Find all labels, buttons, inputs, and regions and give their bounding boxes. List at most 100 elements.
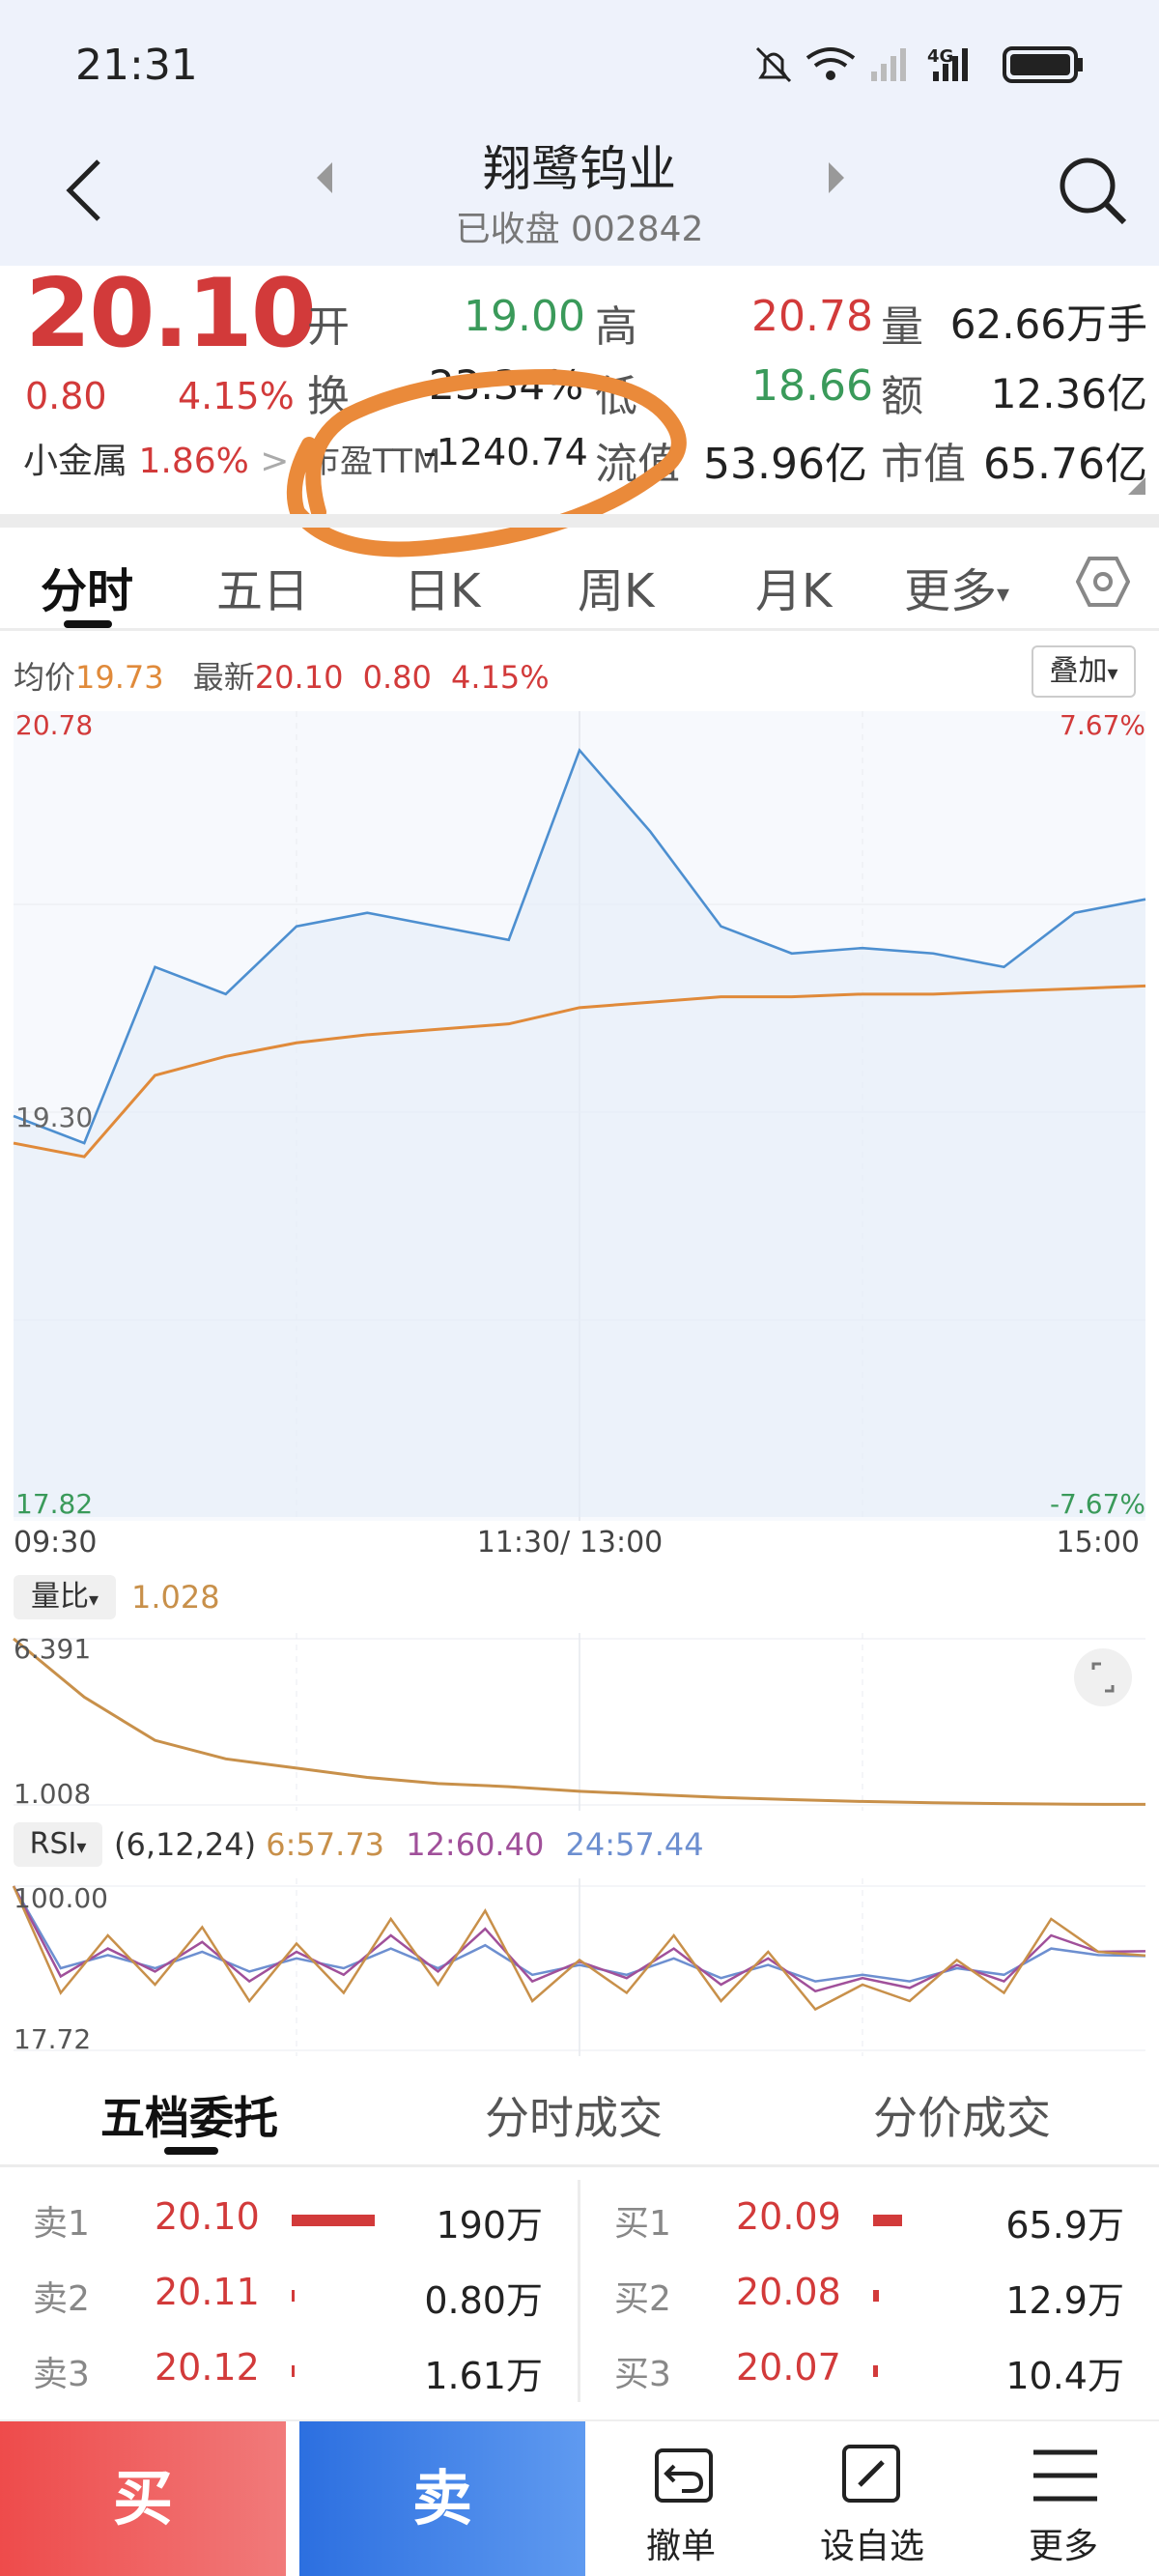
back-icon[interactable] [60,157,108,224]
add-watchlist-button[interactable]: 设自选 [777,2421,968,2576]
vol-ratio-grid [14,1633,1145,1811]
volume-value: 62.66万手 [939,292,1147,351]
caret-down-icon: ▾ [76,1835,86,1858]
ask-volume-bar [292,2215,375,2226]
bid-row[interactable]: 买2 20.08 12.9万 [581,2265,1159,2333]
vol-ratio-chart[interactable]: 6.391 1.008 [0,1633,1159,1811]
expand-corner-icon[interactable] [1128,477,1145,495]
buy-button[interactable]: 买 [0,2421,286,2576]
more-button[interactable]: 更多 [968,2421,1159,2576]
axis-time-start: 09:30 [14,1526,97,1560]
open-value: 19.00 [464,292,585,341]
chart-info-bar: 均价19.73 最新20.10 0.80 4.15% [14,653,550,698]
next-stock-icon[interactable] [825,158,848,197]
period-tabs: 分时 五日 日K 周K 月K 更多▾ [0,528,1159,628]
amount-label: 额 [881,361,923,423]
more-label: 更多 [968,2518,1159,2568]
bid-label: 买3 [614,2346,671,2396]
bid-row[interactable]: 买3 20.07 10.4万 [581,2340,1159,2408]
fullscreen-icon[interactable] [1074,1648,1132,1706]
float-value: 53.96亿 [703,429,867,491]
ask-volume: 190万 [377,2195,543,2248]
tab-month-k[interactable]: 月K [755,553,832,620]
intraday-chart[interactable]: 20.78 19.30 17.82 7.67% -7.67% 09:30 11:… [0,711,1159,1561]
sector-name: 小金属 [23,442,127,481]
vol-ratio-bottom: 1.008 [14,1778,91,1810]
ask-price: 20.11 [155,2271,260,2313]
status-bar: 21:31 4G [0,0,1159,135]
avg-value: 19.73 [75,659,164,696]
chevron-right-icon: > [260,442,289,481]
menu-icon [1032,2447,1099,2504]
mcap-label: 市值 [881,429,966,491]
section-divider [0,514,1159,528]
open-label: 开 [307,292,350,354]
bid-volume-bar [873,2365,878,2377]
vol-ratio-selector[interactable]: 量比▾ [14,1575,116,1619]
active-tab-indicator [164,2147,218,2155]
bid-price: 20.08 [736,2271,841,2313]
axis-bottom-price: 17.82 [15,1488,93,1520]
tab-day-k[interactable]: 日K [404,553,480,620]
last-price: 20.10 [25,259,315,369]
mcap-value: 65.76亿 [975,429,1147,491]
orderbook-divider [0,2164,1159,2167]
turnover-label: 换 [307,361,350,423]
bid-volume: 65.9万 [958,2195,1124,2248]
sector-pct: 1.86% [138,442,248,481]
vol-ratio-value: 1.028 [131,1579,220,1616]
prev-stock-icon[interactable] [313,158,336,197]
ask-label: 卖3 [33,2346,90,2396]
tab-more-label: 更多 [904,564,997,618]
orderbook-center-divider [578,2180,580,2402]
ask-volume: 1.61万 [377,2346,543,2399]
rsi-selector[interactable]: RSI▾ [14,1822,102,1867]
tab-five-day[interactable]: 五日 [216,553,309,620]
stock-subtitle: 已收盘 002842 [367,201,792,251]
tab-price-trades[interactable]: 分价成交 [873,2083,1051,2147]
ask-volume: 0.80万 [377,2271,543,2324]
ask-label: 卖2 [33,2271,90,2321]
cancel-order-button[interactable]: 撤单 [585,2421,777,2576]
float-label: 流值 [595,429,680,491]
axis-top-price: 20.78 [15,711,93,741]
pe-label: 市盈TTM [307,435,440,482]
high-value: 20.78 [751,292,873,341]
axis-time-mid: 11:30/ 13:00 [477,1526,664,1560]
ask-row[interactable]: 卖2 20.11 0.80万 [0,2265,578,2333]
high-label: 高 [595,292,637,354]
overlay-button[interactable]: 叠加▾ [1032,645,1136,698]
caret-down-icon: ▾ [1107,662,1117,686]
tab-intraday[interactable]: 分时 [41,553,133,620]
rsi-values: (6,12,24) 6:57.73 12:60.40 24:57.44 [114,1826,704,1863]
ask-row[interactable]: 卖1 20.10 190万 [0,2190,578,2257]
battery-icon [1004,48,1083,81]
turnover-value: 23.34% [429,361,583,409]
vol-ratio-label: 量比 [31,1580,89,1614]
search-icon[interactable] [1055,153,1132,230]
tab-order-book[interactable]: 五档委托 [100,2083,278,2147]
tab-more[interactable]: 更多▾ [904,553,1009,620]
rsi-label: RSI [30,1827,77,1861]
low-label: 低 [595,361,637,423]
tab-week-k[interactable]: 周K [578,553,654,620]
ask-label: 卖1 [33,2195,90,2246]
rsi-chart[interactable]: 100.00 17.72 [0,1878,1159,2056]
tab-tick-trades[interactable]: 分时成交 [485,2083,663,2147]
ask-volume-bar [292,2290,295,2302]
bid-volume-bar [873,2290,879,2302]
orderbook-tabs: 五档委托 分时成交 分价成交 [0,2058,1159,2164]
wifi-icon [807,49,854,80]
svg-text:4G: 4G [927,46,953,67]
ask-price: 20.12 [155,2346,260,2389]
add-watchlist-label: 设自选 [777,2518,968,2568]
ask-row[interactable]: 卖3 20.12 1.61万 [0,2340,578,2408]
sector-link[interactable]: 小金属 1.86% > [23,433,289,483]
caret-down-icon: ▾ [89,1588,99,1611]
sell-button[interactable]: 卖 [299,2421,585,2576]
bid-row[interactable]: 买1 20.09 65.9万 [581,2190,1159,2257]
axis-mid-price: 19.30 [15,1102,93,1133]
settings-icon[interactable] [1076,555,1130,609]
bid-price: 20.07 [736,2346,841,2389]
overlay-button-label: 叠加 [1049,654,1107,688]
